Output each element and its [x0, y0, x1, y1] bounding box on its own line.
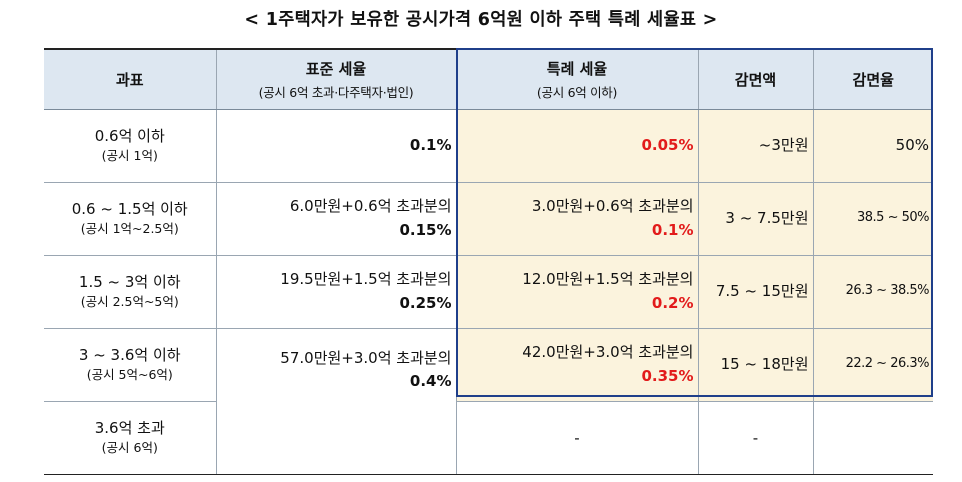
tax-rate-table: 과표 표준 세율 (공시 6억 초과·다주택자·법인) 특례 세율 (공시 6억…	[44, 48, 933, 475]
table-row: 1.5 ~ 3억 이하 (공시 2.5억~5억) 19.5만원+1.5억 초과분…	[44, 255, 933, 329]
special-rate-cell: -	[455, 401, 698, 475]
table-header-row: 과표 표준 세율 (공시 6억 초과·다주택자·법인) 특례 세율 (공시 6억…	[44, 48, 933, 110]
table-row: 3 ~ 3.6억 이하 (공시 5억~6억) 57.0만원+3.0억 초과분의 …	[44, 328, 933, 475]
bracket-cell: 0.6 ~ 1.5억 이하 (공시 1억~2.5억)	[44, 182, 216, 256]
reduction-amount-cell: 3 ~ 7.5만원	[697, 182, 813, 256]
special-rate-cell: 3.0만원+0.6억 초과분의 0.1%	[455, 182, 698, 256]
special-rate-cell: 12.0만원+1.5억 초과분의 0.2%	[455, 255, 698, 329]
table-row: 3.6억 초과 (공시 6억) - -	[44, 401, 933, 475]
reduction-amount-cell: ~3만원	[697, 109, 813, 183]
bracket-cell: 0.6억 이하 (공시 1억)	[44, 109, 216, 183]
reduction-amount-cell: -	[697, 401, 813, 475]
standard-rate-cell: 19.5만원+1.5억 초과분의 0.25%	[215, 255, 456, 329]
table-row: 0.6억 이하 (공시 1억) 0.1% 0.05% ~3만원 50%	[44, 109, 933, 183]
reduction-rate-cell	[812, 401, 933, 475]
header-reduction-rate: 감면율	[812, 48, 933, 110]
reduction-rate-cell: 26.3 ~ 38.5%	[812, 255, 933, 329]
special-rate-cell: 42.0만원+3.0억 초과분의 0.35%	[455, 328, 698, 402]
header-special-rate: 특례 세율 (공시 6억 이하)	[455, 48, 698, 110]
standard-rate-cell: 0.1%	[215, 109, 456, 183]
header-reduction-amount: 감면액	[697, 48, 813, 110]
bracket-cell: 3.6억 초과 (공시 6억)	[44, 401, 216, 475]
page-title: < 1주택자가 보유한 공시가격 6억원 이하 주택 특례 세율표 >	[244, 10, 718, 30]
header-bracket: 과표	[44, 48, 216, 110]
table-row: 0.6 ~ 1.5억 이하 (공시 1억~2.5억) 6.0만원+0.6억 초과…	[44, 182, 933, 256]
reduction-rate-cell: 22.2 ~ 26.3%	[812, 328, 933, 402]
header-standard-rate: 표준 세율 (공시 6억 초과·다주택자·법인)	[215, 48, 456, 110]
standard-rate-cell: 6.0만원+0.6억 초과분의 0.15%	[215, 182, 456, 256]
reduction-rate-cell: 38.5 ~ 50%	[812, 182, 933, 256]
special-rate-cell: 0.05%	[455, 109, 698, 183]
header-special-sub: (공시 6억 이하)	[536, 84, 618, 100]
bracket-cell: 3 ~ 3.6억 이하 (공시 5억~6억)	[44, 328, 216, 402]
reduction-rate-cell: 50%	[812, 109, 933, 183]
reduction-amount-cell: 7.5 ~ 15만원	[697, 255, 813, 329]
reduction-amount-cell: 15 ~ 18만원	[697, 328, 813, 402]
bracket-cell: 1.5 ~ 3억 이하 (공시 2.5억~5억)	[44, 255, 216, 329]
header-standard-sub: (공시 6억 초과·다주택자·법인)	[258, 84, 414, 100]
standard-rate-cell: 57.0만원+3.0억 초과분의 0.4%	[215, 328, 456, 475]
